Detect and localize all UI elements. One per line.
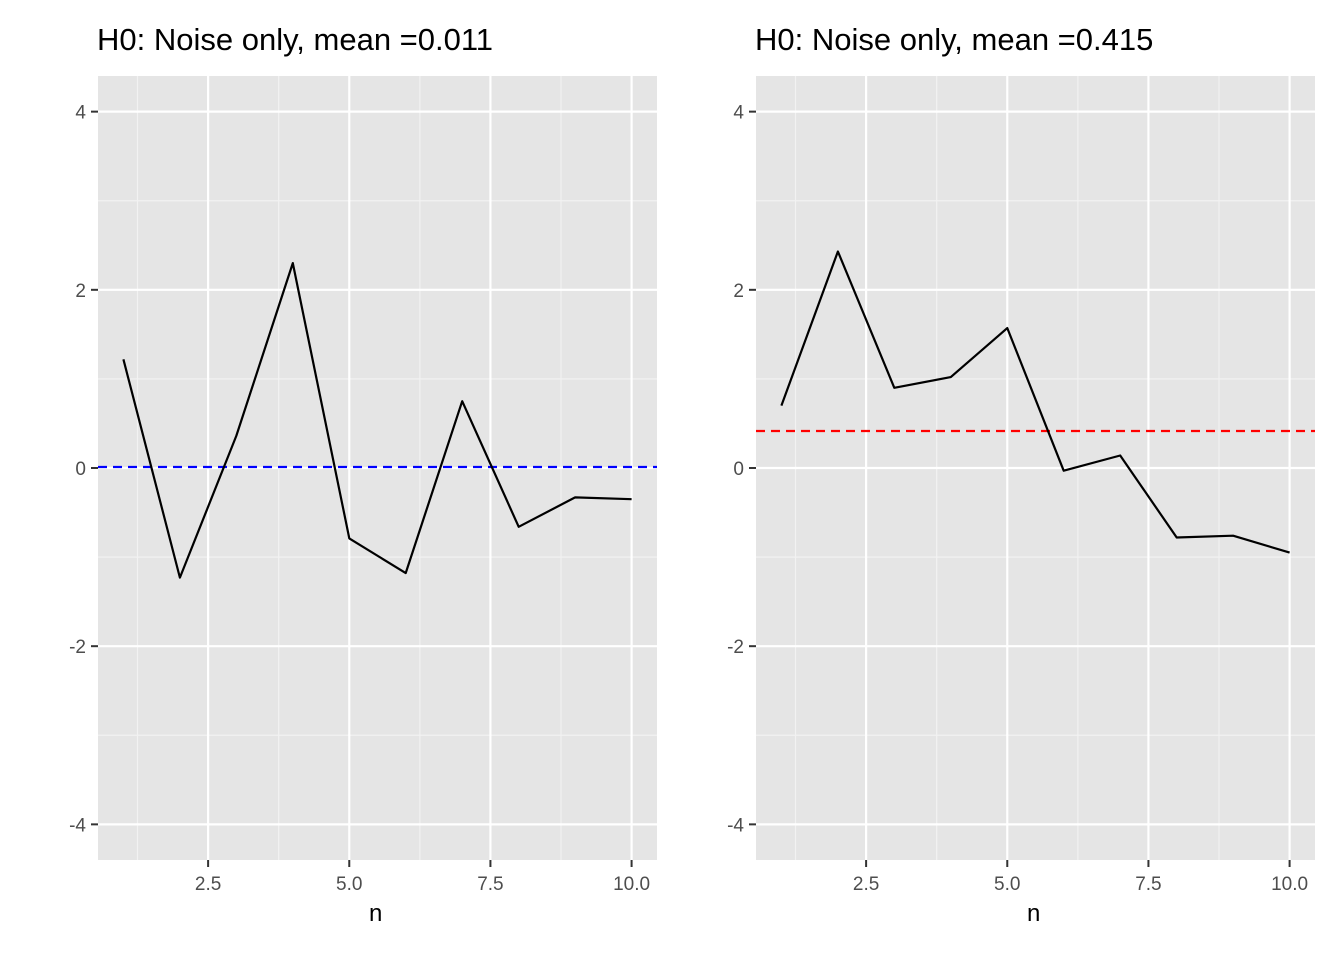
- series-line: [780, 250, 1290, 554]
- left-chart-plot: -4 -2 0 2 4 2.5 5.0 7.5 10.0: [69, 76, 657, 895]
- chart-title: H0: Noise only, mean =0.415: [755, 22, 1154, 57]
- x-tick-label: 2.5: [195, 874, 221, 895]
- y-tick-label: 0: [733, 459, 744, 480]
- y-tick-label: -2: [69, 637, 86, 658]
- series-line: [122, 262, 632, 579]
- right-chart-plot: -4 -2 0 2 4 2.5 5.0 7.5 10.0: [727, 76, 1315, 895]
- x-tick-label: 10.0: [1271, 874, 1308, 895]
- x-tick-label: 7.5: [1135, 874, 1161, 895]
- x-tick-label: 5.0: [994, 874, 1020, 895]
- x-axis-label: n: [1027, 900, 1041, 927]
- y-tick-label: 4: [733, 103, 744, 124]
- x-tick-label: 7.5: [477, 874, 503, 895]
- y-tick-label: 0: [75, 459, 86, 480]
- y-tick-label: -4: [727, 815, 744, 836]
- y-tick-label: 2: [75, 281, 86, 302]
- left-chart-panel: H0: Noise only, mean =0.011 -4 -2 0 2 4 2.5 5.…: [69, 22, 657, 927]
- x-axis-label: n: [369, 900, 383, 927]
- chart-title: H0: Noise only, mean =0.011: [97, 22, 494, 57]
- y-tick-label: -4: [69, 815, 86, 836]
- x-tick-label: 2.5: [853, 874, 879, 895]
- x-tick-label: 10.0: [613, 874, 650, 895]
- y-tick-label: 2: [733, 281, 744, 302]
- y-tick-label: 4: [75, 103, 86, 124]
- x-tick-label: 5.0: [336, 874, 362, 895]
- y-tick-label: -2: [727, 637, 744, 658]
- right-chart-panel: H0: Noise only, mean =0.415 -4 -2 0 2 4 2.5 5.…: [672, 0, 1344, 960]
